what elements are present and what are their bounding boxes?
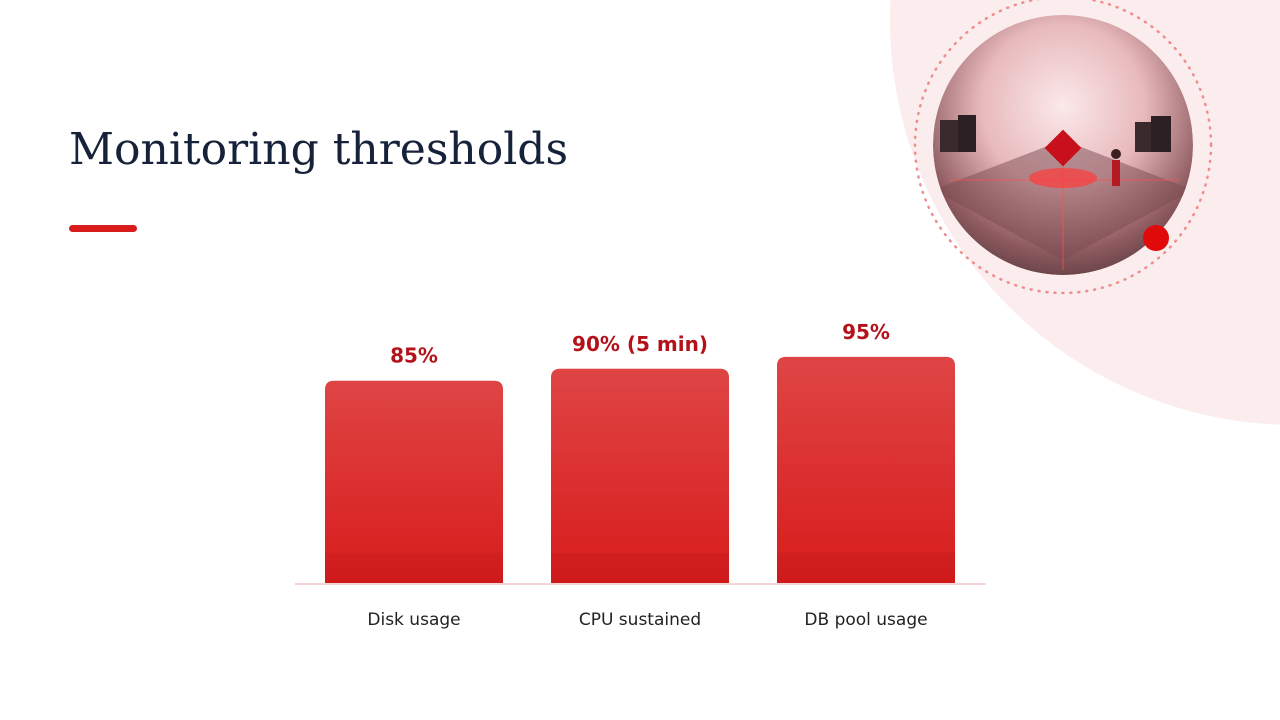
x-tick-label: Disk usage [367,610,460,630]
x-tick-label: DB pool usage [804,610,927,630]
x-tick-label: CPU sustained [579,610,701,630]
bar-base-band [777,553,955,583]
value-label: 85% [390,344,438,368]
value-label: 95% [842,320,890,344]
illustration [933,15,1193,275]
plot: 85% Disk usage 90% (5 min) CPU sustained 95%… [325,320,955,630]
bar-base-band [551,553,729,583]
dotted-ring [913,0,1213,295]
decor-dot [1143,225,1169,251]
bar-highlight [325,380,503,583]
bar-base-band [325,553,503,583]
bar-highlight [777,356,955,583]
title-underline [69,225,137,232]
bar-highlight [551,368,729,583]
value-label: 90% (5 min) [572,332,708,356]
title: Monitoring thresholds [69,124,568,175]
